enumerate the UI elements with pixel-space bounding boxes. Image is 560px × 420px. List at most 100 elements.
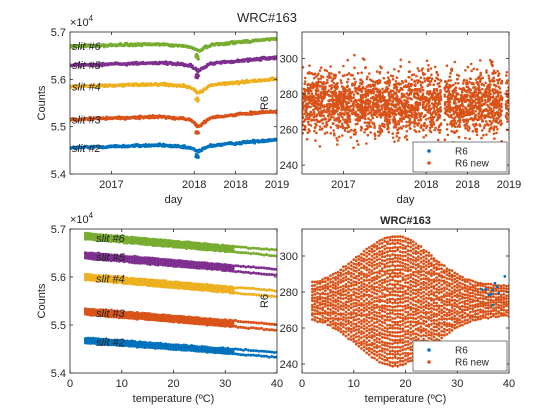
scatter-point bbox=[476, 118, 479, 122]
scatter-point bbox=[364, 87, 367, 91]
scatter-point bbox=[315, 131, 318, 135]
scatter-point bbox=[192, 316, 196, 320]
scatter-point bbox=[455, 122, 458, 125]
scatter-point bbox=[492, 132, 496, 135]
scatter-point bbox=[334, 103, 337, 106]
scatter-point bbox=[393, 117, 397, 121]
scatter-point bbox=[407, 70, 411, 73]
scatter-point bbox=[488, 89, 491, 92]
scatter-point bbox=[386, 120, 390, 124]
scatter-point bbox=[265, 322, 269, 326]
scatter-point bbox=[411, 73, 414, 77]
scatter-point bbox=[465, 81, 468, 84]
scatter-point bbox=[130, 258, 134, 262]
scatter-point bbox=[159, 313, 163, 317]
scatter-point bbox=[383, 123, 386, 126]
scatter-point bbox=[125, 276, 129, 280]
scatter-point bbox=[302, 131, 304, 135]
scatter-point bbox=[329, 65, 332, 68]
scatter-point bbox=[375, 95, 379, 99]
scatter-point bbox=[410, 108, 414, 112]
scatter-point bbox=[187, 281, 191, 285]
scatter-point bbox=[172, 343, 175, 347]
scatter-point bbox=[122, 276, 126, 280]
scatter-point bbox=[490, 113, 494, 116]
scatter-point bbox=[422, 102, 425, 105]
scatter-point bbox=[470, 69, 473, 73]
scatter-point bbox=[148, 312, 152, 316]
scatter-point bbox=[362, 101, 365, 104]
scatter-point bbox=[164, 279, 168, 283]
scatter-point bbox=[332, 101, 335, 105]
scatter-point bbox=[148, 341, 152, 345]
scatter-point bbox=[413, 111, 417, 115]
scatter-point bbox=[426, 90, 429, 93]
scatter-point bbox=[500, 98, 504, 102]
scatter-point bbox=[203, 349, 207, 353]
scatter-point bbox=[267, 288, 271, 292]
scatter-point bbox=[223, 320, 227, 324]
scatter-point bbox=[231, 347, 235, 351]
scatter-point bbox=[430, 73, 433, 77]
scatter-point bbox=[112, 309, 116, 313]
scatter-point bbox=[346, 89, 349, 93]
scatter-point bbox=[192, 320, 196, 324]
scatter-point bbox=[226, 346, 230, 350]
scatter-point bbox=[325, 69, 329, 73]
scatter-point bbox=[366, 88, 370, 92]
scatter-point bbox=[386, 87, 390, 90]
scatter-point bbox=[319, 77, 323, 80]
scatter-point bbox=[405, 100, 409, 103]
series-label: slit #2 bbox=[72, 143, 101, 155]
scatter-point bbox=[265, 354, 269, 358]
scatter-point bbox=[400, 108, 404, 112]
scatter-point bbox=[402, 111, 405, 115]
scatter-point bbox=[197, 282, 201, 286]
series-label: slit #3 bbox=[72, 114, 102, 126]
scatter-point bbox=[359, 81, 362, 85]
scatter-point bbox=[174, 280, 178, 284]
scatter-point bbox=[356, 92, 360, 95]
scatter-point bbox=[447, 115, 451, 118]
scatter-point bbox=[351, 90, 354, 94]
scatter-point bbox=[112, 253, 116, 257]
scatter-point bbox=[128, 277, 131, 281]
scatter-point bbox=[359, 128, 363, 132]
scatter-point bbox=[351, 109, 354, 112]
scatter-point bbox=[453, 131, 457, 134]
scatter-point bbox=[161, 279, 165, 283]
scatter-point bbox=[391, 89, 395, 93]
scatter-point bbox=[228, 291, 232, 295]
scatter-point bbox=[216, 318, 219, 321]
scatter-point bbox=[413, 129, 416, 132]
scatter-point bbox=[177, 280, 181, 284]
scatter-point bbox=[353, 128, 357, 132]
scatter-point bbox=[228, 321, 232, 324]
scatter-point bbox=[203, 345, 207, 349]
scatter-point bbox=[487, 77, 491, 80]
scatter-point bbox=[428, 91, 432, 94]
scatter-point bbox=[365, 124, 369, 128]
scatter-point bbox=[262, 354, 266, 358]
scatter-point bbox=[196, 155, 200, 159]
scatter-point bbox=[387, 98, 391, 102]
scatter-point bbox=[332, 105, 336, 108]
scatter-point bbox=[94, 252, 98, 256]
scatter-point bbox=[485, 91, 489, 94]
scatter-point bbox=[115, 309, 119, 313]
scatter-point bbox=[156, 279, 160, 282]
scatter-point bbox=[323, 132, 327, 135]
scatter-point bbox=[397, 82, 401, 85]
scatter-point bbox=[391, 100, 395, 103]
scatter-point bbox=[388, 96, 392, 99]
scatter-point bbox=[331, 97, 335, 100]
scatter-point bbox=[428, 99, 431, 103]
scatter-point bbox=[381, 122, 384, 126]
scatter-point bbox=[376, 130, 380, 133]
scatter-point bbox=[372, 106, 375, 109]
scatter-point bbox=[387, 110, 391, 114]
scatter-point bbox=[307, 117, 311, 121]
scatter-point bbox=[374, 109, 377, 113]
scatter-point bbox=[422, 128, 425, 131]
scatter-point bbox=[205, 317, 209, 321]
